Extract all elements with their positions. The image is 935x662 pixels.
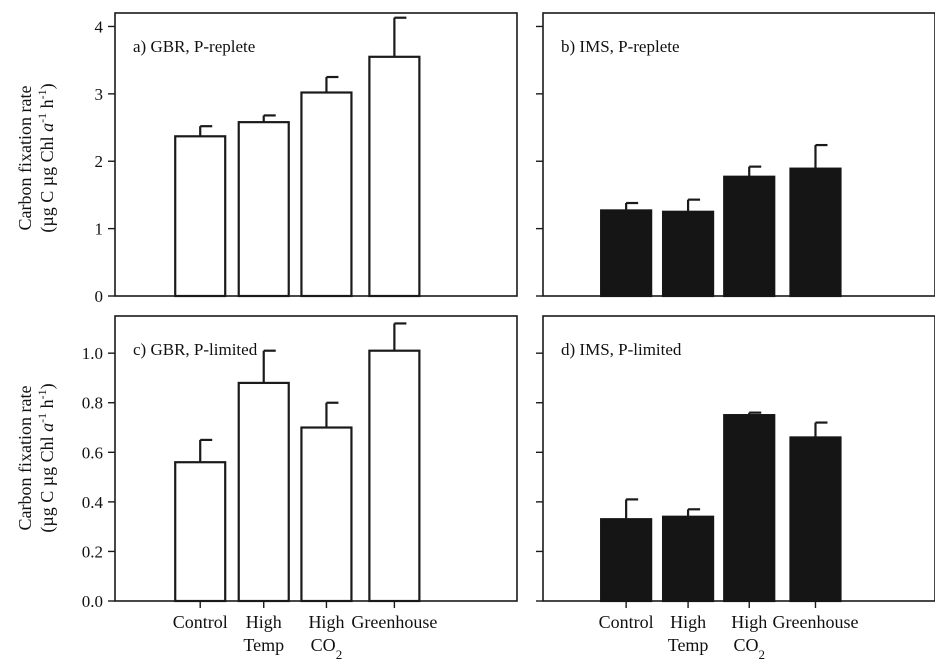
y-tick-label: 0 xyxy=(95,287,104,306)
panel-c: 0.0 0.2 0.4 0.6 0.8 1.0 c) GBR, P-limited xyxy=(82,315,518,611)
y-tick-label: 2 xyxy=(95,152,104,171)
panel-label: b) IMS, P-replete xyxy=(561,37,680,56)
x-category-label-line2: CO2 xyxy=(311,635,343,662)
panel-label: a) GBR, P-replete xyxy=(133,37,255,56)
category-labels: Control High Temp High CO2 Greenhouse Control H… xyxy=(173,612,859,662)
bar-control xyxy=(174,461,227,603)
bar-greenhouse xyxy=(368,349,421,603)
ylabel-bottom-line1: Carbon fixation rate xyxy=(15,386,35,531)
bar-greenhouse xyxy=(789,436,842,603)
y-tick-label: 4 xyxy=(95,17,104,36)
panel-a: 0 1 2 3 4 a) GBR, P-replete xyxy=(95,12,518,306)
y-tick-label: 0.8 xyxy=(82,394,103,413)
x-category-label: High xyxy=(308,612,344,632)
bar-control xyxy=(600,209,653,298)
x-category-label: Control xyxy=(599,612,654,632)
y-tick-label: 0.0 xyxy=(82,592,103,611)
bar-high-co2 xyxy=(300,91,353,298)
ylabel-top-line2: (µg C µg Chl a-1 h-1) xyxy=(35,83,58,232)
bar-control xyxy=(600,518,653,603)
bar-high-temp xyxy=(237,381,290,603)
y-tick-label: 0.2 xyxy=(82,542,103,561)
x-category-label: Greenhouse xyxy=(351,612,437,632)
bar-high-co2 xyxy=(300,426,353,603)
x-category-label-line2: Temp xyxy=(668,635,709,655)
bar-high-temp xyxy=(237,121,290,298)
y-tick-label: 1.0 xyxy=(82,344,103,363)
x-category-label-line2: Temp xyxy=(243,635,284,655)
bar-high-temp xyxy=(661,515,715,603)
x-category-label: High xyxy=(246,612,282,632)
x-category-label: Greenhouse xyxy=(772,612,858,632)
bar-greenhouse xyxy=(368,55,421,298)
x-category-label-line2: CO2 xyxy=(733,635,765,662)
panel-label: d) IMS, P-limited xyxy=(561,340,682,359)
x-category-label: High xyxy=(731,612,767,632)
bar-high-co2 xyxy=(723,175,776,298)
x-category-label: High xyxy=(670,612,706,632)
panel-label: c) GBR, P-limited xyxy=(133,340,258,359)
ylabel-top-line1: Carbon fixation rate xyxy=(15,86,35,231)
panel-b: b) IMS, P-replete xyxy=(536,12,935,298)
bar-high-temp xyxy=(661,210,715,298)
x-category-label: Control xyxy=(173,612,228,632)
y-tick-label: 0.4 xyxy=(82,493,104,512)
panels: 0 1 2 3 4 a) GBR, P-replete b) IMS, P-replete 0… xyxy=(82,12,935,611)
ylabel-bottom: Carbon fixation rate (µg C µg Chl a-1 h-… xyxy=(15,383,58,532)
panel-d: d) IMS, P-limited xyxy=(536,315,935,608)
bar-control xyxy=(174,135,227,298)
ylabel-top: Carbon fixation rate (µg C µg Chl a-1 h-… xyxy=(15,83,58,232)
ylabel-bottom-line2: (µg C µg Chl a-1 h-1) xyxy=(35,383,58,532)
y-tick-label: 3 xyxy=(95,85,104,104)
y-tick-label: 0.6 xyxy=(82,443,103,462)
bar-greenhouse xyxy=(789,167,842,298)
y-tick-label: 1 xyxy=(95,220,104,239)
bar-high-co2 xyxy=(723,414,776,603)
